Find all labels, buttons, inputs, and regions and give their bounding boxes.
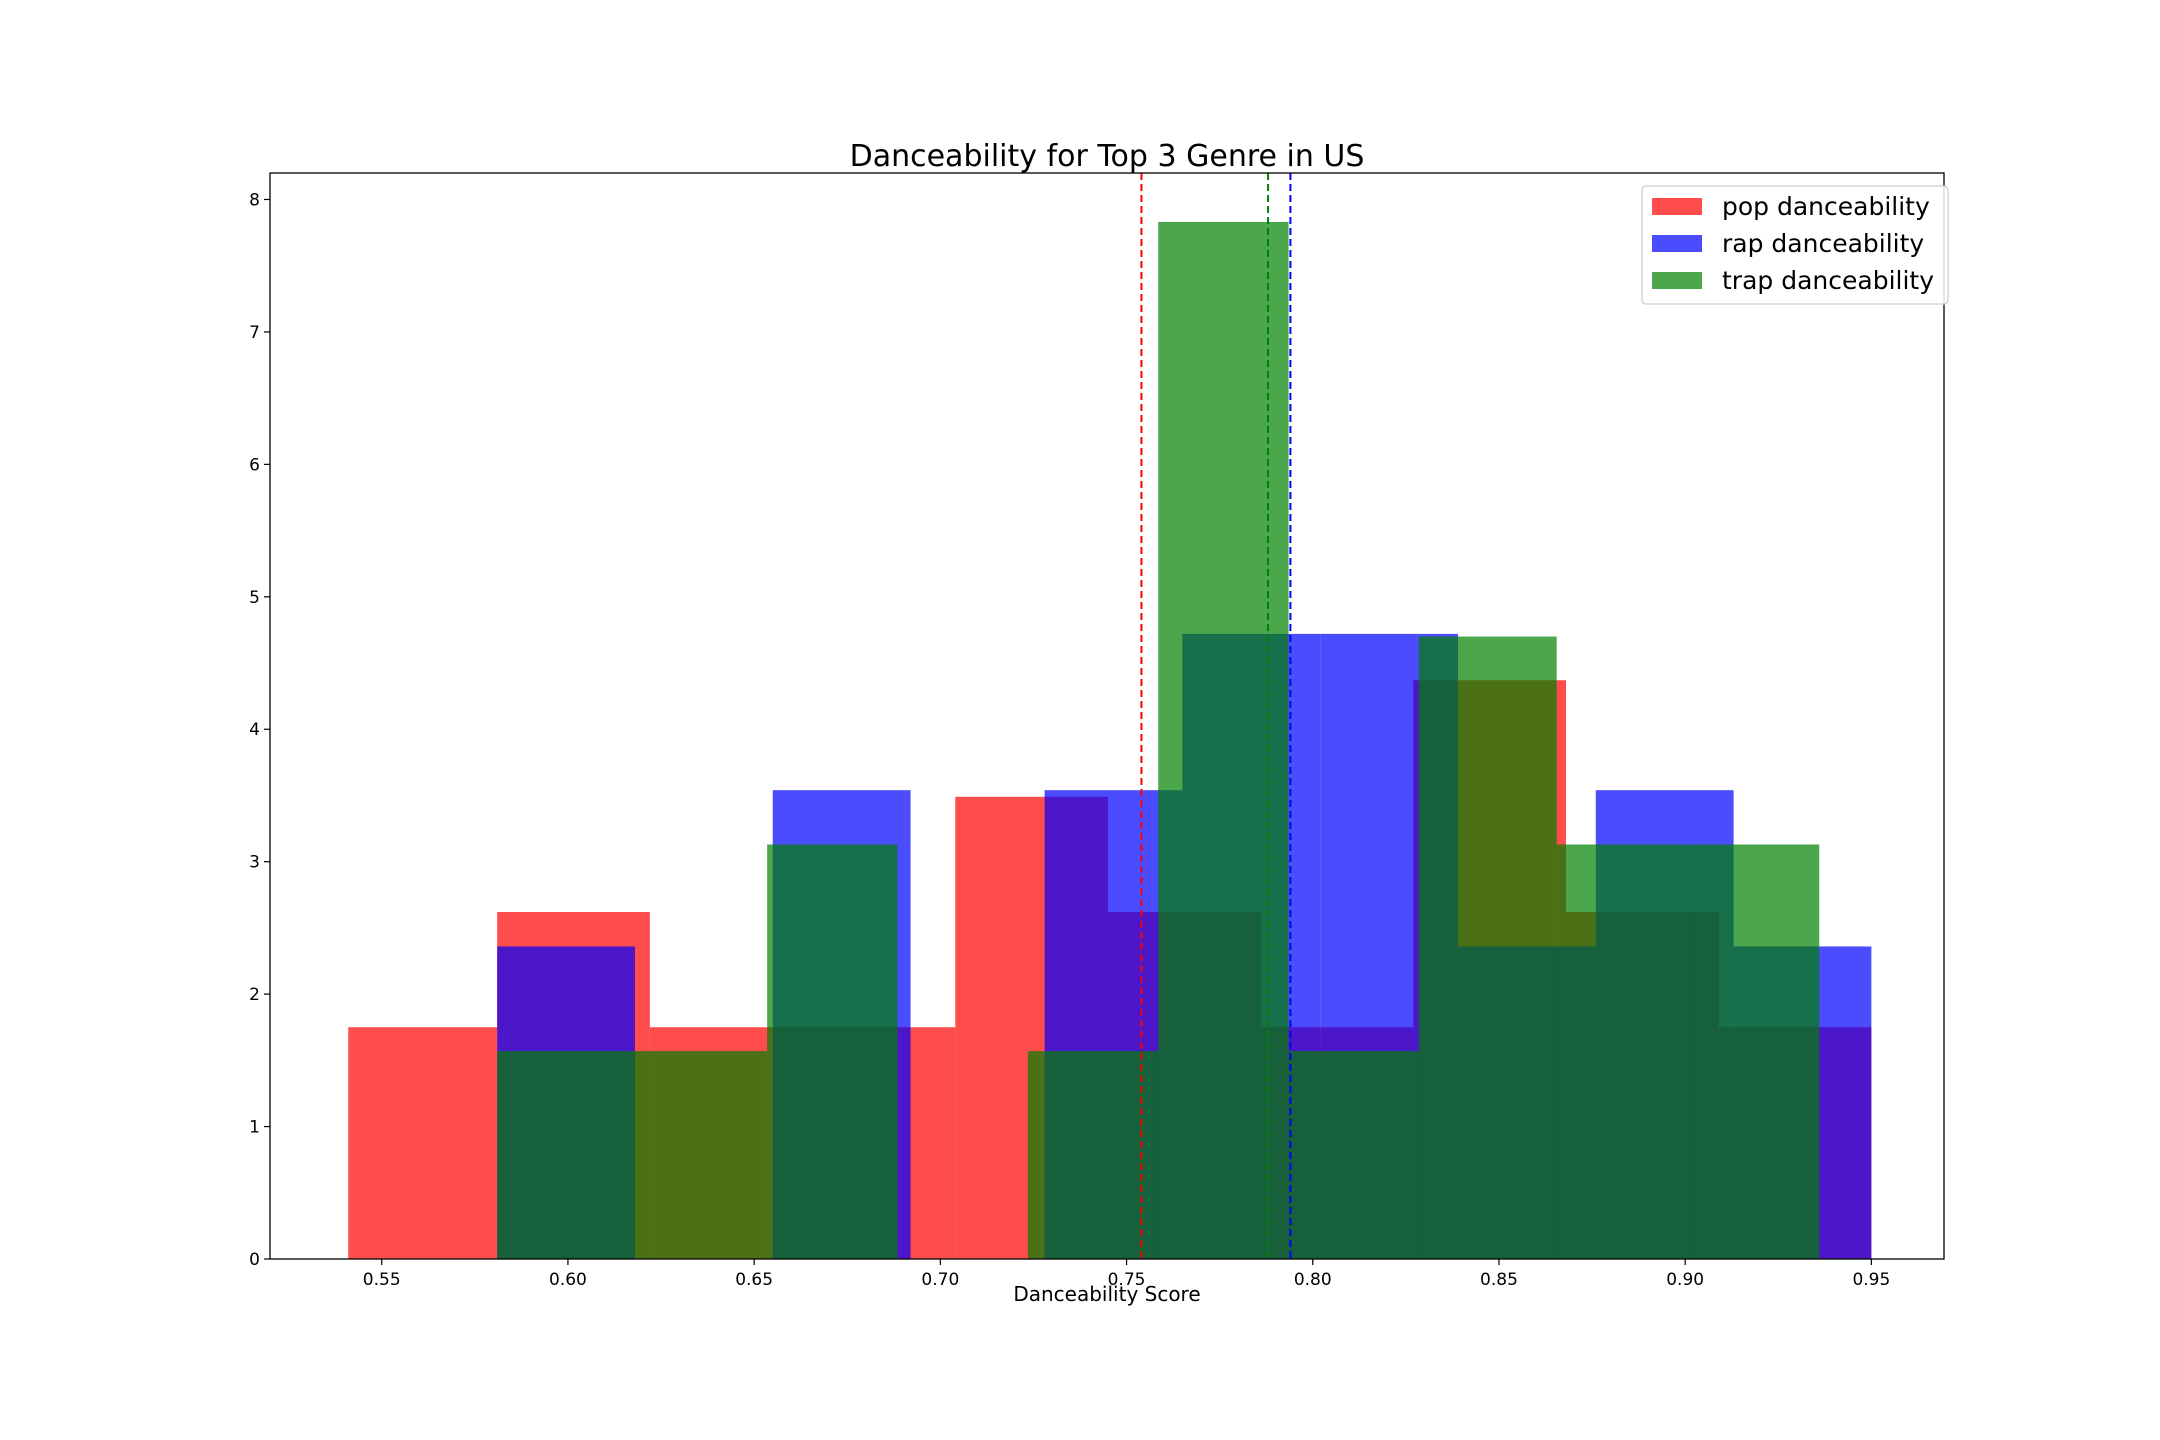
trap-bar <box>1418 636 1557 1259</box>
y-tick-label: 7 <box>249 323 260 343</box>
y-tick-label: 8 <box>249 190 260 210</box>
x-tick-label: 0.80 <box>1294 1270 1332 1290</box>
x-tick-label: 0.55 <box>363 1270 401 1290</box>
pop-legend-swatch <box>1652 198 1702 215</box>
trap-bar <box>1288 1051 1419 1259</box>
pop-bar <box>348 1027 498 1259</box>
x-tick-label: 0.75 <box>1108 1270 1146 1290</box>
x-tick-label: 0.70 <box>921 1270 959 1290</box>
trap-series <box>497 222 1820 1259</box>
x-tick-label: 0.90 <box>1666 1270 1704 1290</box>
trap-bar <box>634 1051 768 1259</box>
plot-frame <box>269 172 1945 1260</box>
y-tick-label: 5 <box>249 588 260 608</box>
x-tick-label: 0.60 <box>549 1270 587 1290</box>
y-tick-label: 4 <box>249 720 260 740</box>
trap-bar <box>1158 222 1289 1259</box>
trap-legend-label: trap danceability <box>1722 266 1934 295</box>
mean-lines-layer <box>1140 173 1292 1259</box>
trap-bar <box>1556 844 1691 1259</box>
legend-box <box>1641 185 1949 305</box>
x-tick-label: 0.85 <box>1480 1270 1518 1290</box>
x-axis-title: Danceability Score <box>1013 1282 1200 1306</box>
legend: pop danceability rap danceability trap dan… <box>1641 185 1949 305</box>
y-tick-label: 1 <box>249 1118 260 1138</box>
y-tick-label: 2 <box>249 985 260 1005</box>
x-tick-label: 0.65 <box>735 1270 773 1290</box>
y-tick-label: 0 <box>249 1250 260 1270</box>
y-tick-label: 6 <box>249 455 260 475</box>
trap-bar <box>767 844 898 1259</box>
y-tick-label: 3 <box>249 853 260 873</box>
trap-legend-swatch <box>1652 272 1702 289</box>
x-tick-label: 0.95 <box>1852 1270 1890 1290</box>
trap-bar <box>497 1051 635 1259</box>
rap-legend-label: rap danceability <box>1722 229 1924 258</box>
trap-bar <box>1690 844 1820 1259</box>
x-axis: 0.55 0.60 0.65 0.70 0.75 0.80 0.85 0.90 0.95 <box>363 1259 1890 1290</box>
chart-title: Danceability for Top 3 Genre in US <box>850 139 1365 174</box>
trap-bar <box>1027 1051 1159 1259</box>
rap-legend-swatch <box>1652 235 1702 252</box>
pop-legend-label: pop danceability <box>1722 192 1930 221</box>
y-axis: 0 1 2 3 4 5 6 7 8 <box>249 190 270 1270</box>
bars-layer <box>348 222 1872 1259</box>
